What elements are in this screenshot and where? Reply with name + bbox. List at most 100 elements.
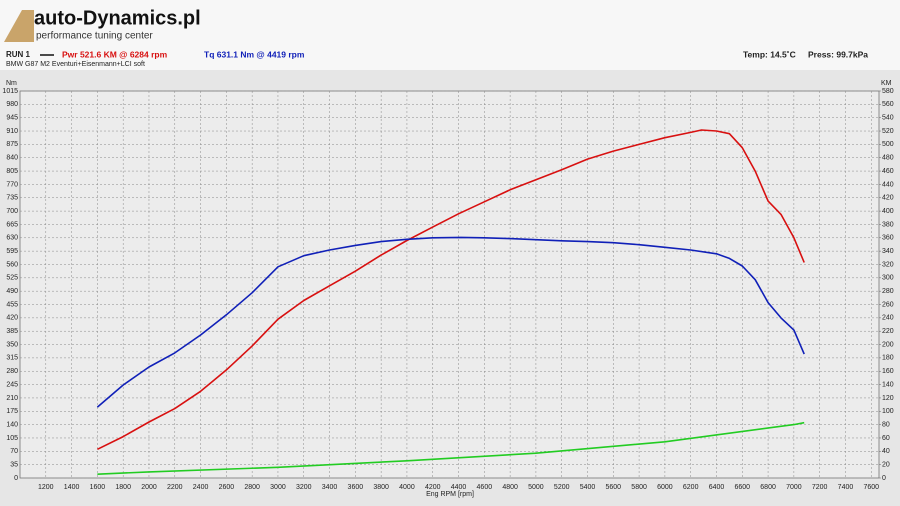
y2-tick-label: 60: [882, 435, 890, 442]
y-tick-label: 385: [6, 328, 18, 335]
y-tick-label: 175: [6, 408, 18, 415]
y-tick-label: 595: [6, 248, 18, 255]
y-tick-label: 1015: [2, 88, 18, 95]
x-tick-label: 3000: [270, 484, 286, 491]
y-tick-label: 560: [6, 261, 18, 268]
y2-tick-label: 120: [882, 395, 894, 402]
y2-tick-label: 140: [882, 381, 894, 388]
power-peak: Pwr 521.6 KM @ 6284 rpm: [62, 49, 168, 59]
y-tick-label: 35: [10, 461, 18, 468]
run-label: RUN 1: [6, 50, 31, 59]
y-tick-label: 0: [14, 475, 18, 482]
y-tick-label: 910: [6, 128, 18, 135]
x-tick-label: 6600: [734, 484, 750, 491]
x-tick-label: 1400: [64, 484, 80, 491]
y-tick-label: 280: [6, 368, 18, 375]
x-tick-label: 6000: [657, 484, 673, 491]
y-tick-label: 735: [6, 195, 18, 202]
y-tick-label: 420: [6, 315, 18, 322]
y2-tick-label: 280: [882, 288, 894, 295]
y2-tick-label: 20: [882, 461, 890, 468]
x-tick-label: 2400: [193, 484, 209, 491]
x-tick-label: 1800: [115, 484, 131, 491]
y-tick-label: 875: [6, 141, 18, 148]
y2-tick-label: 440: [882, 181, 894, 188]
y2-tick-label: 560: [882, 101, 894, 108]
y2-tick-label: 240: [882, 315, 894, 322]
y-tick-label: 245: [6, 381, 18, 388]
y-tick-label: 70: [10, 448, 18, 455]
series-line: [97, 129, 805, 451]
press: Press: 99.7kPa: [808, 49, 868, 59]
y-tick-label: 805: [6, 168, 18, 175]
torque-peak: Tq 631.1 Nm @ 4419 rpm: [204, 49, 305, 59]
y-axis-label: Nm: [6, 80, 17, 87]
x-tick-label: 5400: [580, 484, 596, 491]
y2-tick-label: 160: [882, 368, 894, 375]
temp: Temp: 14.5˚C: [743, 49, 796, 59]
series-line: [97, 421, 805, 475]
y2-tick-label: 380: [882, 221, 894, 228]
series-line: [96, 236, 805, 408]
y-tick-label: 490: [6, 288, 18, 295]
x-tick-label: 4000: [399, 484, 415, 491]
y-tick-label: 665: [6, 221, 18, 228]
y-tick-label: 315: [6, 355, 18, 362]
x-tick-label: 2200: [167, 484, 183, 491]
y2-tick-label: 420: [882, 195, 894, 202]
x-tick-label: 4600: [477, 484, 493, 491]
x-tick-label: 4800: [502, 484, 518, 491]
header: [0, 0, 900, 70]
y2-tick-label: 580: [882, 88, 894, 95]
y-tick-label: 980: [6, 101, 18, 108]
x-tick-label: 7600: [863, 484, 879, 491]
x-tick-label: 7400: [838, 484, 854, 491]
x-tick-label: 1600: [90, 484, 106, 491]
y2-tick-label: 100: [882, 408, 894, 415]
y2-tick-label: 480: [882, 155, 894, 162]
brand: auto-Dynamics.pl: [34, 7, 201, 29]
y2-tick-label: 0: [882, 475, 886, 482]
x-tick-label: 4400: [451, 484, 467, 491]
x-tick-label: 6800: [760, 484, 776, 491]
y-tick-label: 630: [6, 235, 18, 242]
y2-tick-label: 400: [882, 208, 894, 215]
y2-tick-label: 180: [882, 355, 894, 362]
x-axis-label: Eng RPM [rpm]: [426, 491, 474, 498]
y2-tick-label: 200: [882, 341, 894, 348]
y-tick-label: 700: [6, 208, 18, 215]
logo: [4, 10, 34, 42]
x-tick-label: 5000: [528, 484, 544, 491]
x-tick-label: 2000: [141, 484, 157, 491]
x-tick-label: 7200: [812, 484, 828, 491]
y2-tick-label: 520: [882, 128, 894, 135]
y2-tick-label: 220: [882, 328, 894, 335]
x-tick-label: 3400: [322, 484, 338, 491]
y2-tick-label: 40: [882, 448, 890, 455]
y2-axis-label: KM: [881, 80, 892, 87]
y-tick-label: 840: [6, 155, 18, 162]
y-tick-label: 105: [6, 435, 18, 442]
y-tick-label: 140: [6, 421, 18, 428]
y2-tick-label: 80: [882, 421, 890, 428]
y-tick-label: 770: [6, 181, 18, 188]
x-tick-label: 2600: [219, 484, 235, 491]
x-tick-label: 2800: [244, 484, 260, 491]
x-tick-label: 1200: [38, 484, 54, 491]
y-tick-label: 525: [6, 275, 18, 282]
y2-tick-label: 260: [882, 301, 894, 308]
x-tick-label: 3800: [373, 484, 389, 491]
x-tick-label: 5200: [554, 484, 570, 491]
y-tick-label: 350: [6, 341, 18, 348]
y2-tick-label: 340: [882, 248, 894, 255]
x-tick-label: 6200: [683, 484, 699, 491]
x-tick-label: 6400: [709, 484, 725, 491]
x-tick-label: 4200: [425, 484, 441, 491]
tagline: performance tuning center: [36, 31, 153, 42]
x-tick-label: 7000: [786, 484, 802, 491]
y2-tick-label: 320: [882, 261, 894, 268]
y2-tick-label: 360: [882, 235, 894, 242]
y-tick-label: 210: [6, 395, 18, 402]
car: BMW G87 M2 Eventuri+Eisenmann+LCI soft: [6, 61, 145, 68]
